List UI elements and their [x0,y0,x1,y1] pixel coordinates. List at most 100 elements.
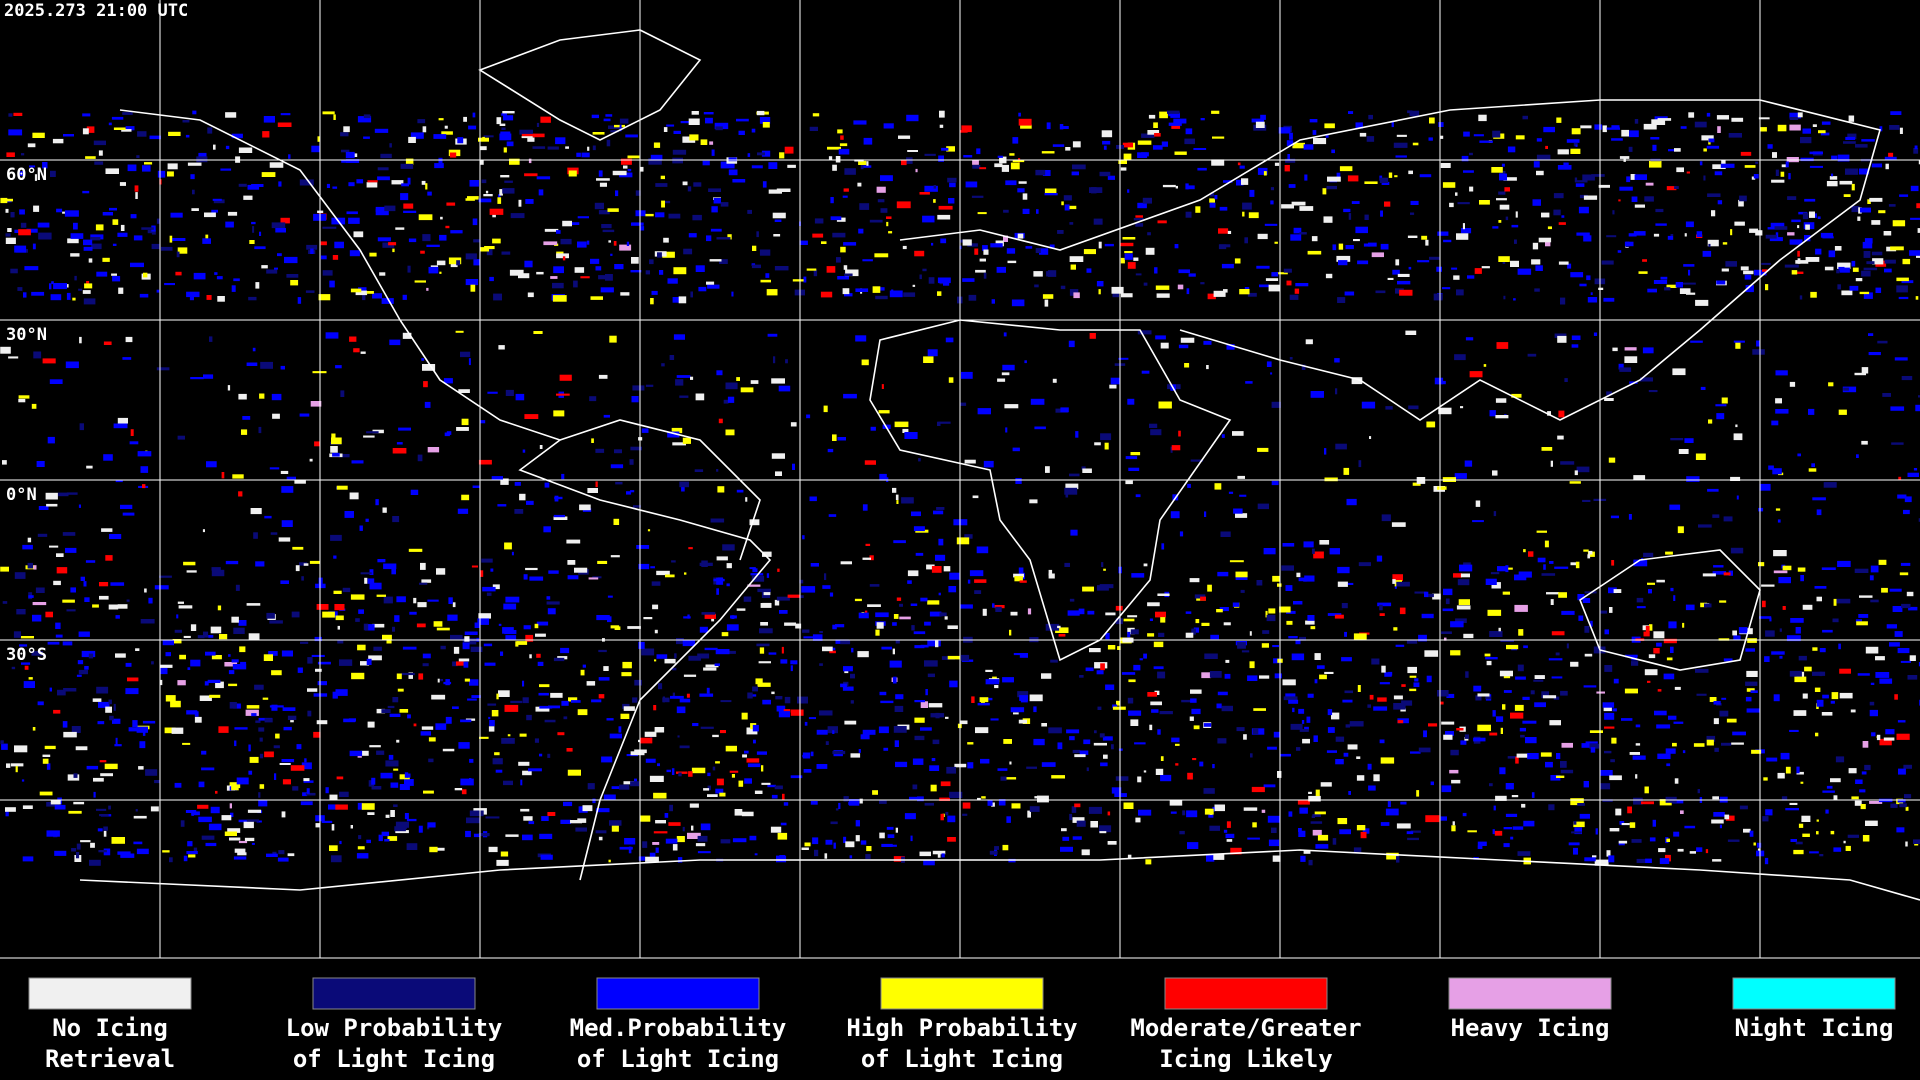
icing-patch [1711,819,1724,824]
icing-patch [224,662,238,667]
icing-patch [1332,244,1337,251]
icing-patch [1721,397,1728,404]
icing-patch [1560,297,1566,305]
icing-patch [1714,171,1723,176]
icing-patch [169,235,173,243]
icing-patch [1,743,8,750]
icing-patch [1414,678,1419,682]
icing-patch [234,848,246,853]
icing-patch [67,774,80,781]
icing-patch [251,221,256,225]
icing-patch [1765,809,1773,816]
icing-patch [960,604,973,609]
icing-patch [1131,573,1145,578]
icing-patch [1839,267,1850,273]
icing-patch [1711,210,1716,217]
icing-patch [1477,841,1487,846]
icing-patch [935,554,946,561]
icing-patch [880,700,894,704]
icing-patch [1115,776,1129,781]
icing-patch [518,199,522,207]
icing-patch [660,175,665,180]
icing-patch [1469,371,1483,378]
icing-patch [1541,691,1549,699]
icing-patch [1157,671,1166,679]
icing-patch [1314,679,1318,684]
icing-patch [274,267,278,270]
icing-patch [418,825,423,833]
icing-patch [7,228,12,232]
icing-patch [853,120,867,125]
icing-patch [1013,712,1019,715]
icing-patch [1516,753,1528,758]
icing-patch [672,149,687,155]
icing-patch [1556,117,1562,123]
icing-patch [1384,672,1392,677]
icing-patch [705,664,719,668]
icing-patch [833,842,836,849]
icing-patch [1261,643,1269,648]
icing-patch [1345,245,1354,250]
icing-patch [78,504,81,508]
icing-patch [1678,449,1689,454]
icing-patch [1369,436,1372,439]
icing-patch [619,244,632,251]
icing-patch [1316,665,1325,669]
icing-patch [1816,831,1819,835]
icing-patch [787,164,796,168]
icing-patch [199,695,212,701]
icing-patch [1153,145,1163,150]
icing-patch [1298,577,1308,582]
icing-patch [1558,222,1566,225]
icing-patch [940,238,947,244]
icing-patch [1311,236,1318,242]
icing-patch [1736,495,1739,500]
icing-patch [86,126,95,133]
icing-patch [1730,229,1733,236]
icing-patch [1645,858,1652,863]
icing-patch [479,159,484,165]
icing-patch [886,221,889,227]
icing-patch [777,568,780,572]
icing-patch [1195,619,1200,624]
icing-patch [271,222,286,229]
icing-patch [1285,693,1296,699]
icing-patch [1588,550,1593,555]
icing-patch [160,679,163,686]
icing-patch [18,229,31,236]
icing-patch [103,341,112,345]
icing-patch [945,811,949,816]
icing-patch [610,130,619,133]
icing-patch [1696,693,1707,696]
icing-patch [1555,652,1560,656]
icing-patch [1610,515,1619,519]
icing-patch [229,837,241,841]
icing-patch [1244,237,1248,244]
icing-patch [439,271,442,274]
icing-patch [1771,420,1779,426]
icing-patch [1771,651,1785,655]
icing-patch [1795,841,1803,845]
icing-patch [83,239,93,246]
icing-patch [80,840,91,843]
icing-patch [1879,678,1893,684]
icing-patch [1883,231,1892,236]
icing-patch [258,426,262,434]
icing-patch [746,758,760,763]
icing-patch [1325,134,1329,138]
icing-patch [429,846,438,853]
icing-patch [232,474,244,479]
icing-patch [1643,123,1657,130]
icing-patch [972,165,981,169]
icing-patch [1173,118,1187,124]
icing-patch [1289,357,1293,360]
icing-patch [281,486,294,493]
icing-patch [804,721,808,726]
icing-patch [657,252,662,258]
icing-patch [1640,377,1653,382]
icing-patch [907,150,918,152]
icing-patch [601,224,612,229]
icing-patch [913,631,926,635]
icing-patch [1802,212,1809,220]
icing-patch [8,129,23,136]
